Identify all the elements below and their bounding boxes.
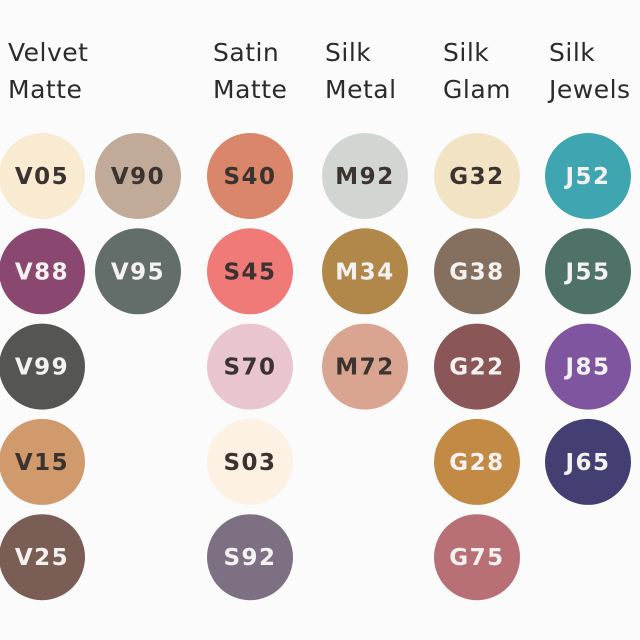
group-title: Glam: [443, 75, 511, 104]
swatch-code: M72: [335, 355, 394, 381]
swatch: [207, 418, 293, 505]
swatch-code: M92: [335, 164, 394, 190]
group-title: Velvet: [8, 38, 88, 67]
swatch-code: J55: [563, 259, 610, 285]
swatch-code: J85: [563, 355, 610, 381]
swatch-code: S45: [223, 259, 276, 285]
group-title: Silk: [325, 38, 371, 67]
group-title: Metal: [325, 75, 397, 104]
swatch-code: S70: [223, 355, 276, 381]
group-title: Matte: [213, 75, 287, 104]
swatch-code: S92: [223, 545, 276, 571]
swatch-code: J52: [563, 164, 610, 190]
swatch-code: G32: [449, 164, 504, 190]
swatch: [0, 228, 85, 315]
swatch-code: S03: [223, 450, 276, 476]
group-title: Silk: [443, 38, 489, 67]
swatch-code: G28: [449, 450, 504, 476]
swatch: [207, 133, 293, 219]
swatch: [207, 514, 293, 601]
swatch: [434, 133, 520, 219]
swatch: [0, 514, 85, 601]
swatch: [434, 228, 520, 315]
swatch-code: V15: [15, 450, 69, 476]
swatch: [545, 323, 631, 410]
swatch: [0, 418, 85, 505]
swatch: [0, 323, 85, 410]
group-title: Jewels: [547, 75, 631, 104]
group-title: Silk: [549, 38, 595, 67]
swatch-code: V90: [111, 164, 165, 190]
swatch-code: G75: [449, 545, 504, 571]
swatch: [322, 133, 408, 219]
swatch: [545, 228, 631, 315]
swatch: [434, 418, 520, 505]
swatch: [545, 418, 631, 505]
swatch: [207, 323, 293, 410]
swatch-code: V99: [15, 355, 69, 381]
swatch: [0, 133, 85, 219]
swatch-code: V25: [15, 545, 69, 571]
swatch: [322, 323, 408, 410]
swatch-code: M34: [335, 259, 394, 285]
swatch-code: V88: [15, 259, 69, 285]
swatch: [322, 228, 408, 315]
swatch-code: V05: [15, 164, 69, 190]
swatch-code: G22: [449, 355, 504, 381]
swatch-code: J65: [563, 450, 610, 476]
swatch: [207, 228, 293, 315]
swatch: [545, 133, 631, 219]
swatch: [434, 323, 520, 410]
swatch: [95, 133, 181, 219]
swatch-code: S40: [223, 164, 276, 190]
group-title: Satin: [213, 38, 279, 67]
group-title: Matte: [8, 75, 82, 104]
swatch: [95, 228, 181, 315]
swatch-code: G38: [449, 259, 504, 285]
swatch: [434, 514, 520, 601]
swatch-code: V95: [111, 259, 165, 285]
